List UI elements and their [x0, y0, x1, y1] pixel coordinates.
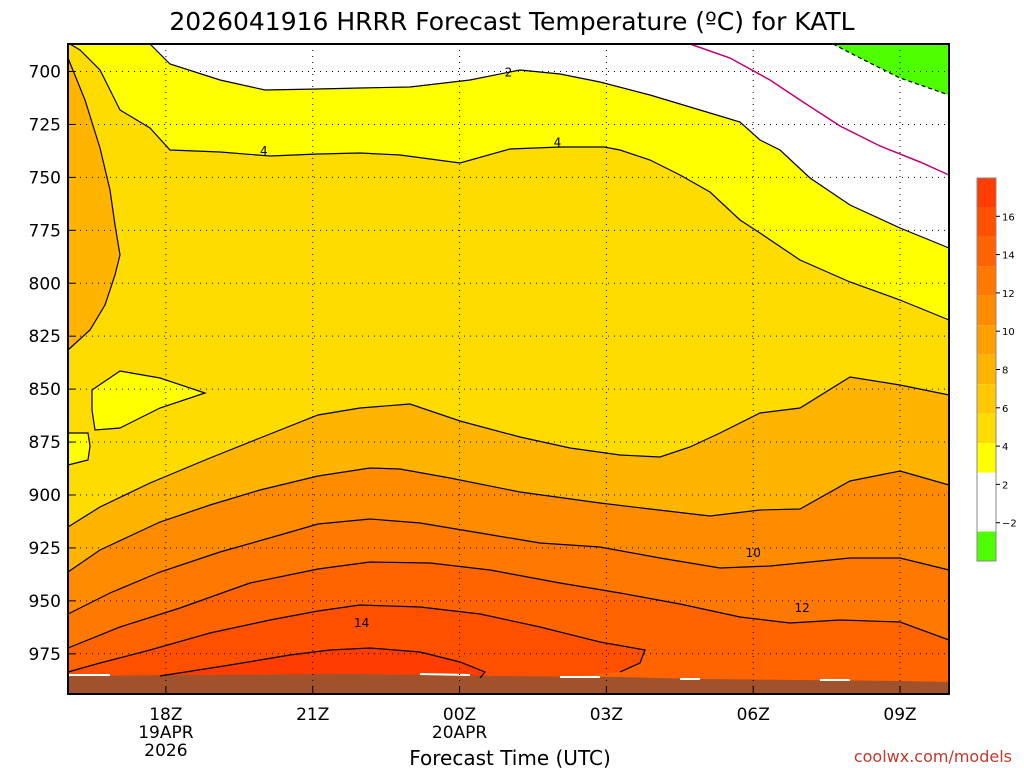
contour-label-1: 4 — [260, 144, 268, 158]
contour-line-4-edge — [67, 432, 91, 466]
colorbar-label-8: −2 — [1002, 519, 1017, 530]
y-tick-label-950: 950 — [29, 592, 61, 612]
plot-frame — [67, 43, 950, 695]
colorbar-label-2: 12 — [1002, 289, 1015, 300]
colorbar: 16 14 12 10 8 6 4 2 −2 — [976, 177, 1017, 562]
contour-line-10 — [67, 518, 950, 615]
colorbar-bin-11 — [977, 502, 996, 532]
colorbar-label-4: 8 — [1002, 366, 1008, 377]
y-tick-label-900: 900 — [29, 486, 61, 506]
colorbar-bin-0 — [977, 178, 996, 208]
contour-line-14 — [67, 604, 646, 673]
plot-area: 2 4 4 10 12 14 — [67, 43, 950, 695]
band-2-4-left-edge — [68, 433, 90, 465]
band-2-4-island — [92, 371, 205, 430]
contour-label-4: 12 — [795, 601, 810, 615]
contour-line-2 — [149, 43, 950, 249]
y-tick-label-725: 725 — [29, 115, 61, 135]
contour-line-8 — [67, 467, 950, 573]
y-tick-label-875: 875 — [29, 433, 61, 453]
y-tick-label-825: 825 — [29, 327, 61, 347]
y-tick-label-975: 975 — [29, 645, 61, 665]
colorbar-label-1: 14 — [1002, 251, 1015, 262]
band-0-2 — [150, 44, 949, 248]
colorbar-bin-8 — [977, 413, 996, 444]
contour-labels: 2 4 4 10 12 14 — [260, 66, 810, 630]
y-tick-label-775: 775 — [29, 221, 61, 241]
x-tick-label-2: 00Z — [443, 705, 476, 725]
colorbar-bin-12 — [977, 531, 996, 561]
colorbar-label-0: 16 — [1002, 212, 1015, 223]
colorbar-bin-5 — [977, 325, 996, 355]
x-tick-label-5: 09Z — [883, 705, 916, 725]
colorbar-label-3: 10 — [1002, 327, 1015, 338]
x-tick-date-2: 20APR — [432, 723, 488, 743]
grid-lines — [68, 44, 949, 694]
contour-line-4-island — [91, 370, 207, 431]
colorbar-bin-9 — [977, 443, 996, 473]
contour-label-5: 14 — [354, 616, 369, 630]
x-tick-label-1: 21Z — [296, 705, 329, 725]
contour-line-12 — [67, 561, 950, 649]
colorbar-bin-4 — [977, 295, 996, 326]
y-tick-label-850: 850 — [29, 380, 61, 400]
colorbar-bin-6 — [977, 354, 996, 385]
x-tick-year-0: 2026 — [144, 741, 187, 761]
colorbar-label-7: 2 — [1002, 480, 1008, 491]
contour-lines — [67, 43, 950, 679]
contour-line-zero — [689, 43, 950, 176]
contour-label-0: 2 — [505, 66, 513, 80]
x-tick-label-3: 03Z — [590, 705, 623, 725]
colorbar-bin-2 — [977, 236, 996, 267]
colorbar-bin-10 — [977, 472, 996, 503]
contour-line-4 — [69, 43, 950, 321]
band-2-4-left-bulge — [68, 58, 120, 350]
x-axis-label: Forecast Time (UTC) — [409, 746, 611, 768]
band-below-0 — [833, 44, 949, 95]
y-tick-label-800: 800 — [29, 274, 61, 294]
y-tick-label-925: 925 — [29, 539, 61, 559]
x-tick-label-0: 18Z — [149, 705, 182, 725]
ground-snow-edge — [68, 673, 850, 681]
y-axis: 700 725 750 775 800 825 850 875 900 925 950 975 — [29, 63, 76, 665]
colorbar-bin-3 — [977, 266, 996, 296]
chart-title: 2026041916 HRRR Forecast Temperature (ºC… — [169, 7, 854, 36]
colorbar-bin-7 — [977, 384, 996, 414]
contour-line-6 — [67, 376, 950, 528]
contour-line-neg — [832, 43, 950, 96]
band-above-16 — [160, 648, 485, 682]
y-tick-label-750: 750 — [29, 168, 61, 188]
credit-text: coolwx.com/models — [854, 747, 1012, 766]
colorbar-label-5: 6 — [1002, 404, 1008, 415]
x-tick-date-0: 19APR — [138, 723, 194, 743]
colorbar-bin-1 — [977, 207, 996, 237]
y-tick-label-700: 700 — [29, 63, 61, 83]
x-tick-label-4: 06Z — [737, 705, 770, 725]
ground-surface — [68, 674, 949, 694]
contour-label-2: 4 — [554, 135, 562, 149]
band-14-16 — [68, 605, 645, 686]
contour-label-3: 10 — [746, 546, 761, 560]
contour-line-16 — [159, 647, 486, 679]
colorbar-label-6: 4 — [1002, 442, 1008, 453]
